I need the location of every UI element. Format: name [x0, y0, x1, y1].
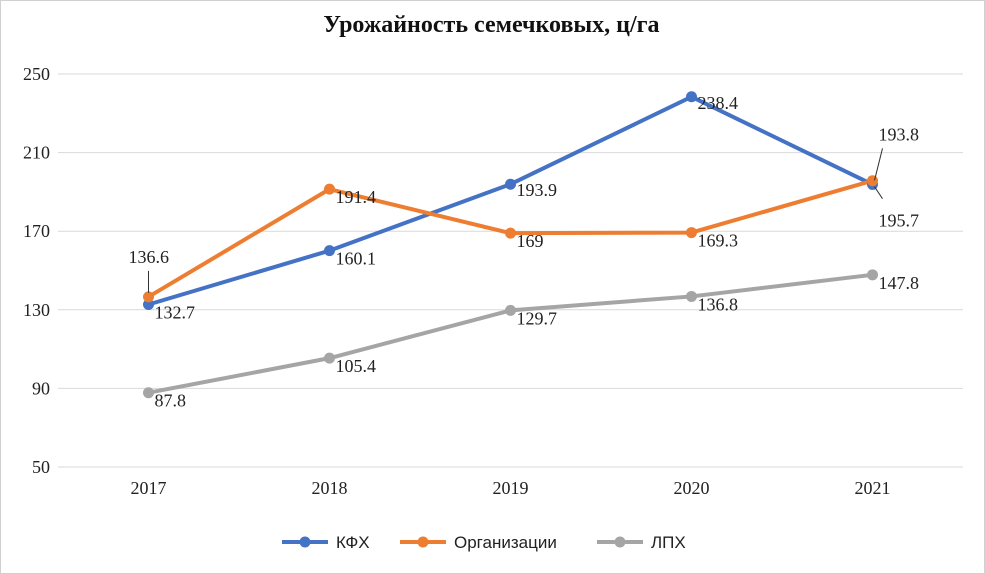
data-label: 136.8: [698, 294, 739, 314]
data-label: 105.4: [336, 356, 377, 376]
data-point: [505, 178, 516, 190]
legend-swatch-marker: [299, 536, 311, 548]
data-label: 193.9: [517, 180, 558, 200]
data-label: 129.7: [517, 308, 558, 328]
legend-label: КФХ: [336, 533, 370, 552]
data-label: 169: [517, 231, 544, 251]
data-label: 147.8: [879, 273, 920, 293]
data-point: [505, 304, 516, 316]
series-line: [147, 94, 874, 307]
data-point: [867, 175, 878, 187]
data-point: [686, 91, 697, 103]
data-point: [324, 245, 335, 257]
y-tick-label: 210: [23, 143, 50, 163]
legend-label: Организации: [454, 533, 557, 552]
data-point: [686, 290, 697, 302]
data-label: 191.4: [336, 187, 377, 207]
legend-swatch-marker: [614, 536, 626, 548]
data-point: [505, 227, 516, 239]
series-line: [147, 178, 874, 299]
data-point: [686, 227, 697, 239]
y-tick-label: 170: [23, 221, 50, 241]
x-tick-label: 2019: [493, 478, 529, 498]
x-tick-label: 2020: [674, 478, 710, 498]
chart-title: Урожайность семечковых, ц/га: [323, 12, 660, 38]
data-point: [324, 183, 335, 195]
y-tick-label: 50: [32, 457, 50, 477]
data-label: 195.7: [879, 211, 920, 231]
data-label: 160.1: [336, 249, 377, 269]
y-tick-label: 130: [23, 300, 50, 320]
data-label: 136.6: [129, 247, 170, 267]
y-tick-label: 250: [23, 64, 50, 84]
data-point: [143, 387, 154, 399]
x-tick-label: 2018: [312, 478, 348, 498]
data-label: 193.8: [879, 124, 920, 144]
legend-label: ЛПХ: [651, 533, 686, 552]
data-label: 169.3: [698, 231, 739, 251]
data-point: [143, 298, 154, 310]
legend-swatch-marker: [417, 536, 429, 548]
data-point: [867, 269, 878, 281]
x-tick-label: 2021: [855, 478, 891, 498]
data-label: 87.8: [155, 391, 187, 411]
series-line: [148, 272, 873, 395]
leader-line: [874, 186, 883, 199]
data-point: [143, 291, 154, 303]
data-label: 238.4: [698, 93, 739, 113]
x-tick-label: 2017: [131, 478, 167, 498]
y-tick-label: 90: [32, 378, 50, 398]
data-label: 132.7: [155, 302, 196, 322]
data-point: [324, 352, 335, 364]
leader-line: [874, 148, 883, 181]
